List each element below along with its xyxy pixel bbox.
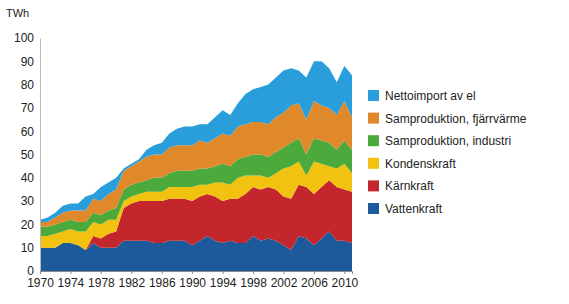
- y-tick: 10: [21, 241, 40, 255]
- legend-swatch: [368, 158, 379, 169]
- legend-swatch: [368, 180, 379, 191]
- y-tick-label: 30: [21, 194, 35, 208]
- x-tick-label: 2002: [271, 276, 298, 290]
- x-tick-mark: [101, 271, 102, 274]
- y-tick-label: 70: [21, 101, 35, 115]
- x-tick: 1974: [58, 271, 85, 290]
- area: [40, 61, 352, 222]
- y-tick: 50: [21, 148, 40, 162]
- plot: 0102030405060708090100197019741978198219…: [14, 31, 359, 289]
- legend-label: Kärnkraft: [385, 179, 434, 193]
- legend-entry: Kondenskraft: [368, 157, 456, 171]
- y-tick: 20: [21, 218, 40, 232]
- chart: 0102030405060708090100197019741978198219…: [0, 0, 569, 304]
- y-tick: 60: [21, 125, 40, 139]
- y-tick-label: 50: [21, 148, 35, 162]
- x-tick-label: 2006: [301, 276, 328, 290]
- x-tick: 1978: [88, 271, 115, 290]
- x-axis-line: [41, 272, 353, 275]
- y-tick: 100: [14, 31, 40, 45]
- x-tick-label: 2010: [332, 276, 359, 290]
- y-tick: 80: [21, 78, 40, 92]
- legend-label: Samproduktion, fjärrvärme: [385, 112, 527, 126]
- y-tick-label: 10: [21, 241, 35, 255]
- y-tick-label: 60: [21, 125, 35, 139]
- y-tick-label: 40: [21, 171, 35, 185]
- x-tick: 1994: [210, 271, 237, 290]
- x-tick-mark: [344, 271, 345, 274]
- x-tick-label: 1986: [149, 276, 176, 290]
- x-tick: 1982: [118, 271, 145, 290]
- x-tick-label: 1978: [88, 276, 115, 290]
- y-axis-label: TWh: [6, 7, 29, 19]
- x-tick-mark: [162, 271, 163, 274]
- x-tick-mark: [223, 271, 224, 274]
- y-tick: 90: [21, 55, 40, 69]
- y-axis: 0102030405060708090100: [14, 31, 41, 278]
- legend-entry: Kärnkraft: [368, 179, 434, 193]
- x-tick: 2006: [301, 271, 328, 290]
- legend-swatch: [368, 203, 379, 214]
- x-axis: 1970 197419781982 19861990 19941998 20022006…: [27, 271, 358, 290]
- x-tick: 1998: [240, 271, 267, 290]
- x-tick-mark: [314, 271, 315, 274]
- y-axis-line: [40, 39, 41, 272]
- legend-label: Samproduktion, industri: [385, 134, 511, 148]
- x-tick-mark: [70, 271, 71, 274]
- x-tick: 2010: [332, 271, 359, 290]
- x-tick-mark: [284, 271, 285, 274]
- legend-entry: Vattenkraft: [368, 202, 443, 216]
- x-tick-label: 1974: [58, 276, 85, 290]
- x-tick-mark: [253, 271, 254, 274]
- x-tick: 1970: [27, 271, 54, 290]
- x-tick-label: 1970: [27, 276, 54, 290]
- x-tick: 1990: [179, 271, 206, 290]
- x-tick-label: 1994: [210, 276, 237, 290]
- y-tick-label: 100: [14, 31, 34, 45]
- areas: [40, 61, 352, 271]
- legend-label: Nettoimport av el: [385, 89, 476, 103]
- legend-label: Vattenkraft: [385, 202, 443, 216]
- x-tick-label: 1990: [179, 276, 206, 290]
- y-tick-label: 20: [21, 218, 35, 232]
- x-tick-mark: [131, 271, 132, 274]
- x-tick: 2002: [271, 271, 298, 290]
- legend-entry: Samproduktion, industri: [368, 134, 511, 148]
- legend-swatch: [368, 90, 379, 101]
- x-tick-label: 1998: [240, 276, 267, 290]
- legend-swatch: [368, 135, 379, 146]
- y-tick-label: 90: [21, 55, 35, 69]
- y-tick: 30: [21, 194, 40, 208]
- x-tick-mark: [192, 271, 193, 274]
- legend-swatch: [368, 113, 379, 124]
- x-tick-mark: [40, 271, 41, 274]
- legend-entry: Nettoimport av el: [368, 89, 476, 103]
- y-tick: 70: [21, 101, 40, 115]
- x-tick-label: 1982: [118, 276, 145, 290]
- y-tick-label: 80: [21, 78, 35, 92]
- legend-label: Kondenskraft: [385, 157, 456, 171]
- legend: Nettoimport av el Samproduktion, fjärrvär…: [368, 89, 527, 216]
- x-tick: 1986: [149, 271, 176, 290]
- y-tick: 40: [21, 171, 40, 185]
- legend-entry: Samproduktion, fjärrvärme: [368, 112, 527, 126]
